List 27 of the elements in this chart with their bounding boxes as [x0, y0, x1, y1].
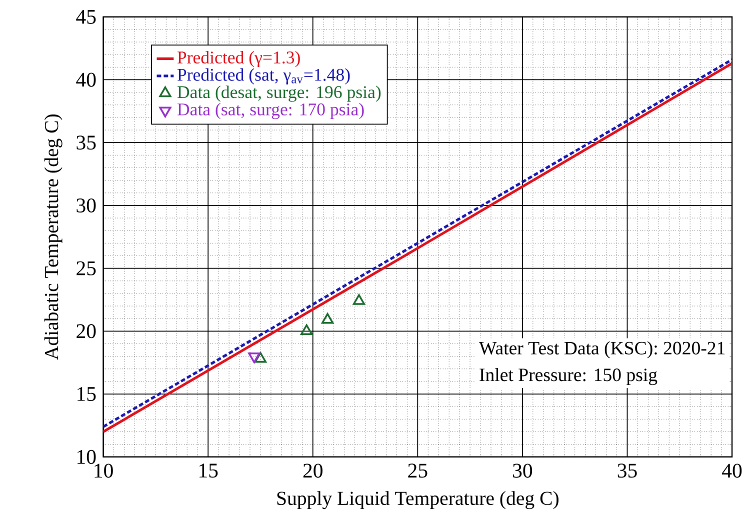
y-tick-label: 35 — [76, 135, 96, 150]
y-tick-label: 45 — [76, 10, 96, 24]
x-tick-label: 20 — [303, 463, 322, 478]
point — [254, 352, 267, 362]
legend-label: Data (sat, surge: 170 psia) — [177, 102, 364, 119]
point — [300, 324, 313, 335]
x-tick-label: 35 — [618, 463, 637, 478]
x-tick-label: 10 — [94, 463, 113, 478]
legend-label: Predicted (γ=1.3) — [177, 50, 300, 67]
x-tick-label: 40 — [722, 463, 742, 478]
y-tick-label: 10 — [78, 450, 96, 464]
legend-label: Data (desat, surge: 196 psia) — [177, 85, 381, 102]
point — [322, 312, 334, 324]
y-tick-label: 40 — [76, 72, 96, 87]
x-axis-title: Supply Liquid Temperature (deg C) — [277, 490, 558, 509]
x-tick-label: 25 — [408, 463, 428, 478]
y-tick-label: 30 — [76, 198, 96, 212]
y-tick-label: 25 — [76, 261, 96, 276]
y-axis-title: Adiabatic Temperature (deg C) — [44, 114, 62, 360]
x-tick-label: 15 — [200, 463, 218, 478]
annotation: Inlet Pressure: 150 psig — [480, 368, 658, 385]
y-tick-label: 15 — [78, 386, 96, 401]
point — [352, 294, 366, 305]
y-tick-label: 20 — [76, 324, 96, 338]
x-tick-label: 30 — [513, 463, 532, 478]
legend-label: Predicted (sat, γ$_{av}$=1.48) — [177, 68, 350, 84]
annotation: Water Test Data (KSC): 2020-21 — [478, 341, 725, 358]
